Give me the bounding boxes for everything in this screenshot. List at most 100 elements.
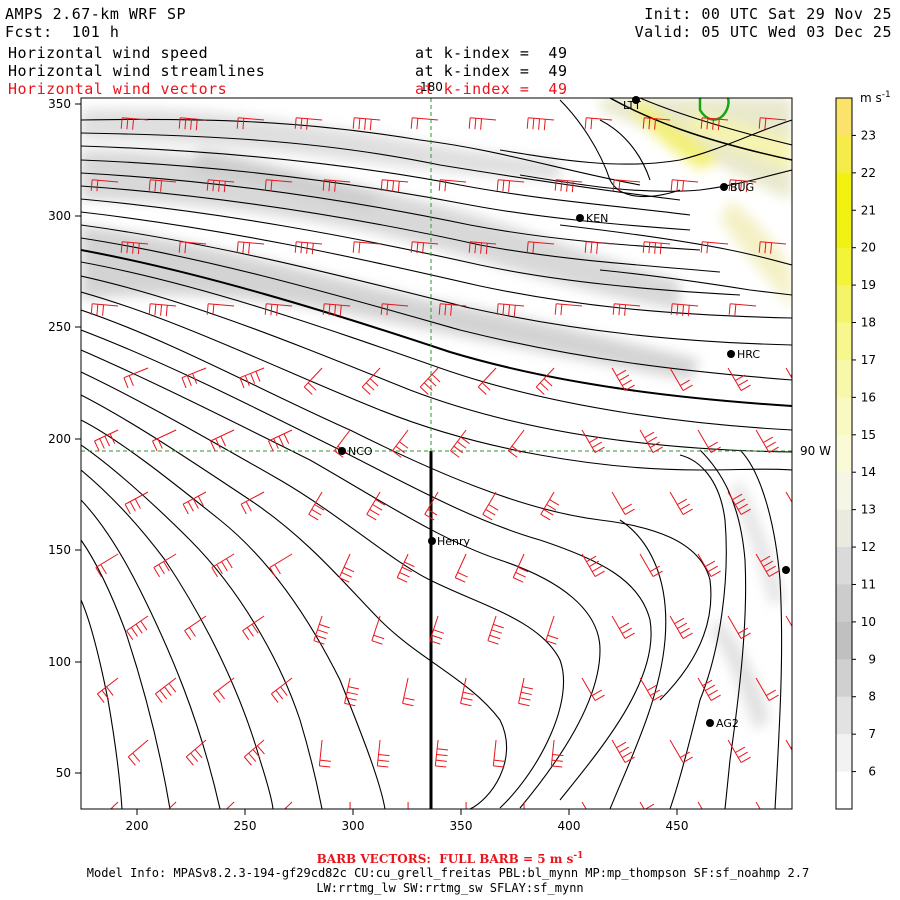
wind-barb: [97, 677, 119, 703]
wind-barb: [294, 241, 323, 255]
station-marker: [576, 214, 584, 222]
wind-barb: [460, 677, 474, 707]
wind-barb: [308, 491, 325, 521]
wind-barb: [434, 739, 449, 768]
wind-barb: [206, 179, 235, 193]
parallel-label: 90 W: [800, 444, 831, 458]
wind-barb: [526, 241, 555, 254]
init-time: Init: 00 UTC Sat 29 Nov 25: [644, 5, 892, 23]
wind-barb: [371, 615, 385, 645]
wind-barb: [523, 801, 525, 809]
x-tick-label: 200: [126, 819, 149, 833]
field-level-vectors: at k-index = 49: [415, 80, 568, 98]
x-tick-label: 400: [558, 819, 581, 833]
field-level-streamlines: at k-index = 49: [415, 62, 568, 80]
graticule-lines: [81, 98, 792, 452]
wind-barb: [95, 553, 119, 578]
wind-barb: [611, 615, 635, 639]
colorbar-label: 21: [861, 203, 876, 217]
colorbar-bin: [836, 659, 852, 698]
wind-barb: [727, 739, 751, 763]
wind-barb: [785, 491, 792, 504]
wind-barb: [639, 677, 663, 701]
station-label-henry: Henry: [437, 535, 471, 548]
wind-barb: [468, 117, 497, 130]
field-level-wind-speed: at k-index = 49: [415, 44, 568, 62]
station-label-ag2: AG2: [716, 717, 739, 730]
wind-barb: [109, 801, 119, 809]
wind-barb: [410, 241, 439, 254]
wind-barb: [322, 303, 351, 317]
wind-barb: [349, 801, 351, 809]
wind-barb: [581, 429, 605, 453]
model-info-line-2: LW:rrtmg_lw SW:rrtmg_sw SFLAY:sf_mynn: [316, 881, 584, 895]
colorbar-bin: [836, 696, 852, 735]
wind-barb: [697, 429, 721, 453]
colorbar-bin: [836, 247, 852, 286]
wind-barb: [361, 367, 381, 395]
y-tick-label: 350: [48, 97, 71, 111]
colorbar-label: 20: [861, 241, 876, 255]
wind-barb: [269, 553, 293, 578]
barb-vector-note: BARB VECTORS: FULL BARB = 5 m s-1: [316, 851, 584, 866]
station-marker: [632, 96, 640, 104]
wind-barb: [755, 553, 779, 577]
valid-time: Valid: 05 UTC Wed 03 Dec 25: [634, 23, 892, 41]
wind-barb: [264, 179, 293, 192]
wind-barb: [438, 303, 467, 316]
field-name-streamlines: Horizontal wind streamlines: [8, 62, 266, 80]
wind-barb: [264, 303, 293, 316]
colorbar-label: 12: [861, 540, 876, 554]
wind-barb: [697, 553, 721, 577]
colorbar-label: 16: [861, 390, 876, 404]
y-tick-label: 250: [48, 320, 71, 334]
wind-barb: [148, 179, 177, 192]
station-label-bug: BUG: [730, 181, 754, 194]
wind-barb: [785, 739, 792, 752]
colorbar-bin: [836, 359, 852, 398]
wind-barb: [126, 615, 149, 641]
wind-barb: [127, 739, 149, 766]
wind-barb: [178, 117, 207, 131]
station-marker: [727, 350, 735, 358]
wind-barb: [178, 241, 207, 254]
colorbar-label: 19: [861, 278, 876, 292]
wind-barb: [185, 739, 207, 766]
wind-barb: [669, 615, 693, 639]
axes: 200 250 300 350 400 450 50 100 150 200 250 300 350: [48, 97, 688, 833]
wind-barb: [120, 241, 149, 255]
wind-barb: [303, 367, 323, 395]
wind-barb: [402, 677, 415, 707]
wind-barb: [535, 367, 555, 395]
wind-barb: [152, 429, 177, 452]
colorbar-label: 6: [868, 765, 876, 779]
wind-barb: [124, 491, 149, 515]
meridian-label: 180: [420, 80, 443, 94]
x-tick-label: 300: [342, 819, 365, 833]
station-label-nco: NCO: [348, 445, 373, 458]
wind-barb: [268, 429, 293, 452]
station-label-ltt: LTT: [623, 99, 641, 112]
wind-barb: [512, 553, 529, 583]
wind-barb: [584, 117, 613, 130]
wind-barb: [153, 553, 177, 578]
colorbar-label: 11: [861, 577, 876, 591]
wind-barb: [700, 117, 729, 131]
wind-barb: [611, 491, 635, 515]
colorbar-bin: [836, 621, 852, 660]
wind-barb: [785, 367, 792, 380]
wind-barb: [728, 303, 757, 316]
wind-barb: [477, 367, 497, 395]
wind-barb: [407, 801, 409, 809]
station-marker: [782, 566, 790, 574]
wind-barb: [700, 241, 729, 254]
wind-barb: [545, 615, 559, 645]
coastline: [698, 97, 730, 121]
wind-barb: [338, 553, 355, 583]
colorbar-bin: [836, 472, 852, 511]
wind-barb: [670, 179, 699, 192]
wind-barb: [352, 117, 381, 131]
wind-barb: [419, 367, 441, 395]
wind-barb: [236, 241, 265, 254]
